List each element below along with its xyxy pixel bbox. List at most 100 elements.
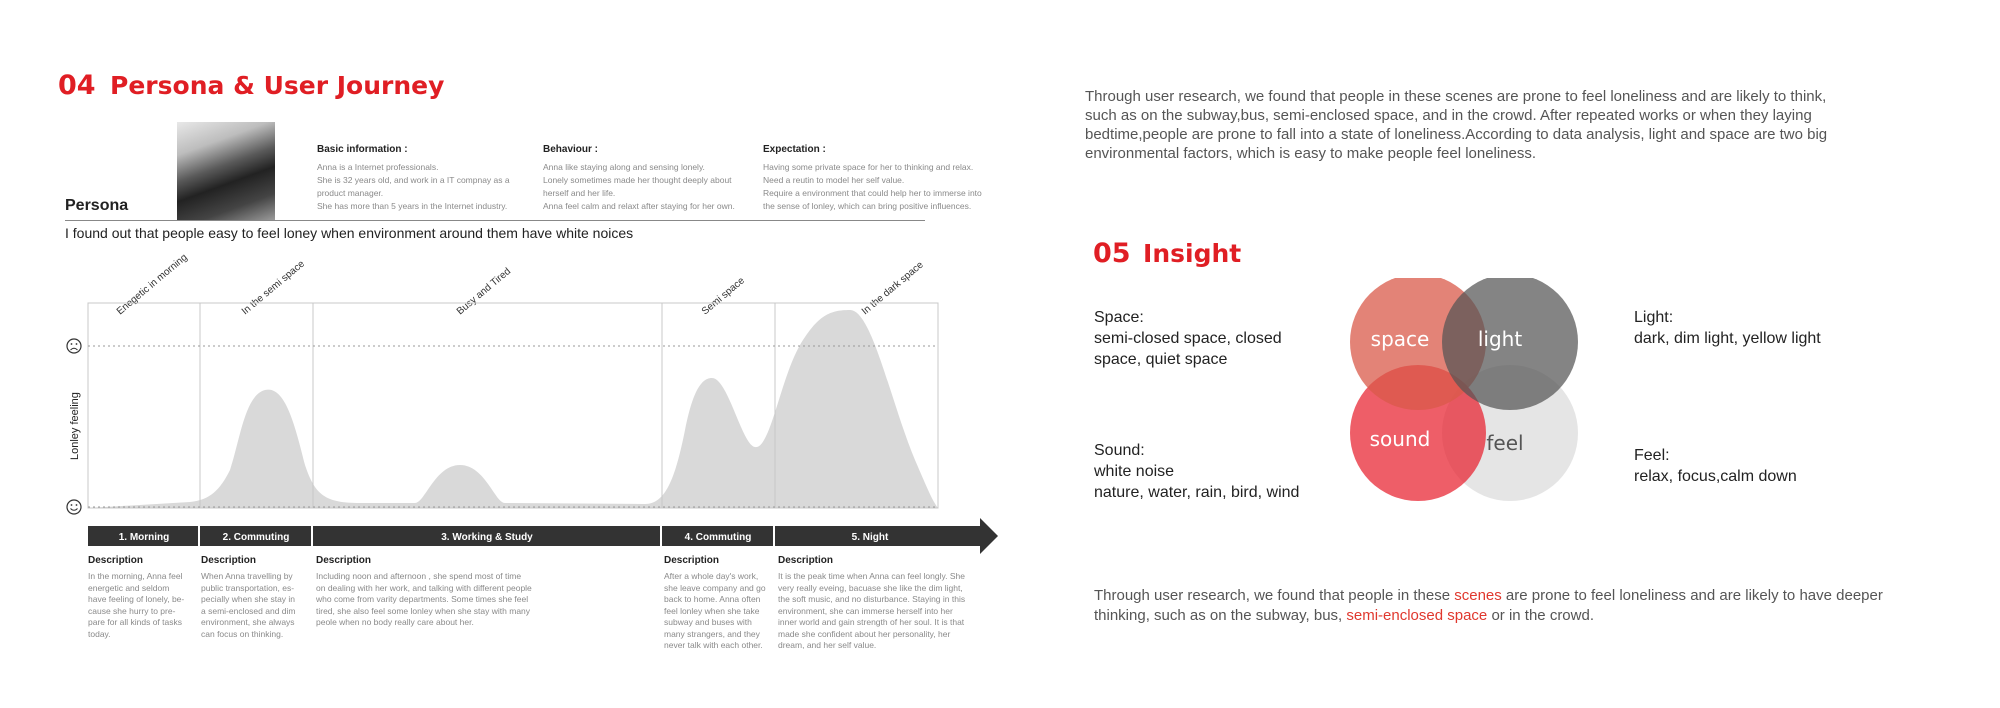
insight-line: relax, focus,calm down — [1634, 468, 1797, 485]
description-heading: Description — [778, 555, 834, 566]
description-heading: Description — [316, 555, 372, 566]
stage-description: Description Including noon and afternoon… — [316, 555, 566, 629]
insight-line: dark, dim light, yellow light — [1634, 330, 1821, 347]
insight-heading: Feel: — [1634, 447, 1670, 464]
insight-heading: Space: — [1094, 309, 1144, 326]
description-line: she leave company and go — [664, 582, 766, 593]
expectation-heading: Expectation : — [763, 144, 826, 155]
insight-line: white noise — [1094, 463, 1175, 480]
expectation-line: the sense of lonley, which can bring pos… — [763, 201, 972, 211]
insight-sound: Sound: white noise nature, water, rain, … — [1094, 440, 1354, 503]
conclusion-text: or in the crowd. — [1487, 607, 1594, 624]
basic-info-line: She has more than 5 years in the Interne… — [317, 201, 508, 211]
stage-label: 1. Morning — [119, 532, 170, 543]
description-line: very really eveing, bacuase she like the… — [778, 582, 963, 593]
description-heading: Description — [201, 555, 257, 566]
loneliness-curve — [88, 310, 938, 508]
venn-light-circle — [1442, 278, 1578, 410]
scene-label: Enegetic in morning — [115, 252, 190, 317]
insight-section-header: 05 Insight — [1093, 238, 1241, 269]
chart-frame — [87, 302, 939, 509]
expectation-line: Having some private space for her to thi… — [763, 162, 974, 172]
section-number: 05 — [1093, 238, 1131, 269]
scene-label: Semi space — [700, 275, 747, 317]
basic-info-line: Anna is a Internet professionals. — [317, 162, 439, 172]
section-title: Insight — [1143, 239, 1242, 268]
persona-section-header: 04 Persona & User Journey — [58, 70, 444, 101]
stage-description: Description After a whole day's work, sh… — [664, 555, 772, 652]
basic-info-block: Basic information : Anna is a Internet p… — [317, 144, 527, 213]
persona-photo — [177, 122, 275, 220]
stage-label: 2. Commuting — [223, 532, 290, 543]
insight-feel: Feel: relax, focus,calm down — [1634, 445, 1894, 487]
happy-face-icon — [66, 499, 82, 515]
expectation-block: Expectation : Having some private space … — [763, 144, 993, 213]
insight-heading: Light: — [1634, 309, 1674, 326]
description-line: feel lonley when she take — [664, 605, 760, 616]
description-line: the soft music, and no disturbance. Stay… — [778, 594, 966, 604]
stage-description: Description It is the peak time when Ann… — [778, 555, 993, 652]
description-line: energetic and seldom — [88, 582, 170, 593]
description-line: inner world and gain strength of her sou… — [778, 617, 965, 627]
description-line: It is the peak time when Anna can feel l… — [778, 571, 965, 581]
description-line: environment, she can immerse herself int… — [778, 605, 953, 616]
journey-map: Enegetic in morning In the semi space Bu… — [66, 252, 998, 554]
persona-statement: I found out that people easy to feel lon… — [65, 225, 634, 241]
persona-divider — [65, 220, 925, 221]
insight-venn-diagram: space light sound feel — [1350, 278, 1578, 501]
basic-info-line: product manager. — [317, 188, 384, 198]
behaviour-heading: Behaviour : — [543, 144, 599, 155]
description-line: peole when no body really care about her… — [316, 617, 474, 627]
description-line: After a whole day's work, — [664, 571, 759, 581]
expectation-line: Require a environment that could help he… — [763, 188, 982, 198]
conclusion-highlight-scenes: scenes — [1454, 587, 1502, 604]
conclusion-highlight-semi: semi-enclosed space — [1346, 607, 1488, 624]
insight-line: semi-closed space, closed — [1094, 330, 1282, 347]
insight-line: space, quiet space — [1094, 351, 1228, 368]
venn-label-light: light — [1478, 327, 1522, 351]
description-line: dream, and her self value. — [778, 640, 877, 650]
insight-line: nature, water, rain, bird, wind — [1094, 484, 1300, 501]
conclusion-text: Through user research, we found that peo… — [1094, 587, 1455, 604]
stage-description: Description When Anna travelling by publ… — [201, 555, 309, 640]
timeline-arrow — [88, 518, 998, 554]
description-line: back to home. Anna often — [664, 594, 761, 604]
conclusion-text: are prone to feel loneliness and are lik… — [1501, 587, 1883, 604]
section-number: 04 — [58, 70, 96, 101]
description-line: In the morning, Anna feel — [88, 571, 183, 581]
basic-info-line: She is 32 years old, and work in a IT co… — [317, 175, 510, 185]
venn-label-feel: feel — [1486, 431, 1523, 455]
behaviour-line: Anna like staying along and sensing lone… — [543, 162, 705, 172]
description-line: subway and buses with — [664, 617, 752, 627]
behaviour-line: herself and her life. — [543, 188, 616, 198]
research-line: Through user research, we found that peo… — [1085, 88, 1827, 105]
behaviour-line: Anna feel calm and relaxt after staying … — [543, 201, 735, 211]
stage-label: 5. Night — [852, 532, 889, 543]
persona-label: Persona — [65, 197, 129, 214]
description-line: today. — [88, 628, 111, 639]
description-line: When Anna travelling by — [201, 571, 293, 581]
description-line: never talk with each other. — [664, 640, 763, 650]
venn-label-sound: sound — [1370, 427, 1431, 451]
stage-label: 4. Commuting — [685, 532, 752, 543]
description-line: who come from varity departments. Some t… — [316, 594, 529, 604]
expectation-line: Need a reutin to model her self value. — [763, 175, 905, 185]
behaviour-line: Lonely sometimes made her thought deeply… — [543, 175, 732, 185]
description-heading: Description — [88, 555, 144, 566]
research-line: bedtime,people are prone to fall into a … — [1085, 126, 1828, 143]
stage-label: 3. Working & Study — [441, 532, 533, 543]
section-title: Persona & User Journey — [110, 71, 445, 100]
scene-label: In the dark space — [860, 259, 926, 317]
insight-space: Space: semi-closed space, closed space, … — [1094, 307, 1334, 370]
research-line: environmental factors, which is easy to … — [1085, 145, 1537, 162]
sad-face-icon — [66, 338, 82, 354]
venn-label-space: space — [1371, 327, 1430, 351]
description-line: pare for all kinds of tasks — [88, 617, 183, 627]
insight-heading: Sound: — [1094, 442, 1145, 459]
description-line: can focus on thinking. — [201, 628, 284, 639]
behaviour-block: Behaviour : Anna like staying along and … — [543, 144, 753, 213]
description-line: cause she hurry to pre- — [88, 605, 176, 616]
description-line: environment, she always — [201, 617, 295, 627]
description-line: pecially when she stay in — [201, 594, 296, 604]
description-line: tired, she also feel some lonley when sh… — [316, 605, 531, 616]
